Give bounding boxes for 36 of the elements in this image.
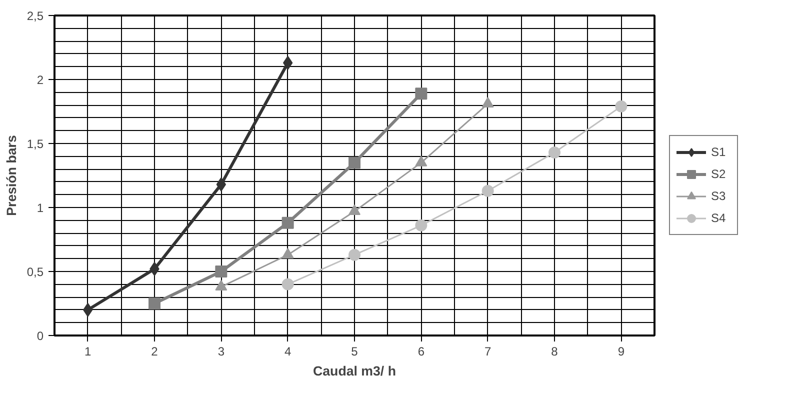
x-tick-label: 5	[351, 344, 358, 358]
point	[348, 204, 360, 216]
point	[215, 266, 228, 278]
point	[348, 248, 360, 261]
x-tick-label: 3	[218, 344, 225, 358]
point	[282, 248, 294, 259]
point	[282, 278, 294, 290]
x-tick-label: 2	[151, 344, 158, 358]
x-tick-label: 6	[418, 344, 425, 358]
y-tick-label: 2	[36, 73, 44, 87]
x-tick-label: 7	[484, 344, 492, 358]
y-tick-label: 1,5	[26, 137, 44, 151]
point	[482, 184, 494, 197]
point	[215, 280, 228, 291]
x-tick-label: 4	[284, 344, 292, 358]
point	[148, 298, 160, 310]
legend-label: S1	[711, 144, 727, 158]
legend-label: S3	[711, 188, 727, 202]
y-axis-title: Presión bars	[4, 135, 19, 216]
legend-label: S4	[711, 210, 727, 224]
point	[415, 156, 428, 166]
point	[282, 216, 294, 229]
point	[548, 146, 560, 158]
x-axis-title: Caudal m3/ h	[313, 364, 396, 378]
y-tick-label: 1	[36, 201, 44, 215]
point	[348, 156, 360, 169]
x-tick-label: 8	[551, 344, 558, 358]
y-tick-label: 2,5	[26, 9, 44, 23]
point	[415, 219, 428, 232]
x-tick-label: 9	[618, 344, 625, 358]
y-tick-label: 0,5	[26, 265, 44, 279]
point	[615, 100, 628, 112]
point	[415, 88, 428, 100]
x-tick-label: 1	[84, 344, 92, 358]
legend-label: S2	[711, 166, 727, 180]
y-tick-label: 0	[36, 329, 44, 343]
